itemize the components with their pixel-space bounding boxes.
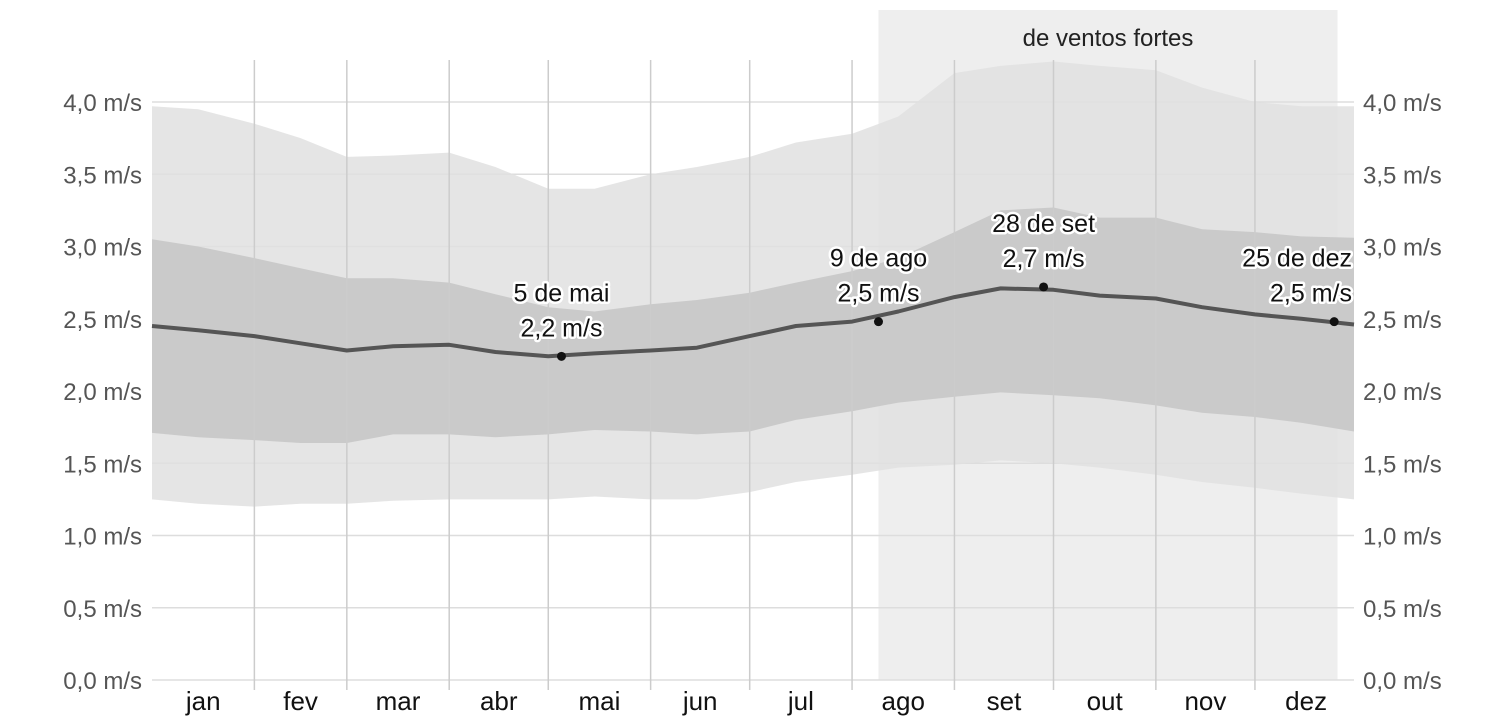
x-tick-label: mai <box>578 686 620 716</box>
y-tick-label-left: 1,0 m/s <box>63 524 142 551</box>
annotation-points <box>556 282 1339 361</box>
y-tick-label-right: 1,0 m/s <box>1363 524 1442 551</box>
mean-line <box>151 286 1355 359</box>
x-tick-label: jan <box>185 686 221 716</box>
y-tick-label-left: 0,5 m/s <box>63 596 142 623</box>
y-tick-label-right: 2,5 m/s <box>1363 307 1442 334</box>
annotation-point <box>1039 282 1049 292</box>
y-tick-label-right: 3,5 m/s <box>1363 162 1442 189</box>
month-dividers <box>253 60 1256 690</box>
season-label: de ventos fortes <box>1023 25 1194 52</box>
wind-speed-bands <box>152 61 1354 507</box>
x-tick-label: dez <box>1285 686 1327 716</box>
y-tick-label-right: 2,0 m/s <box>1363 379 1442 406</box>
x-tick-label: nov <box>1184 686 1226 716</box>
y-tick-label-right: 3,0 m/s <box>1363 235 1442 262</box>
annotation-value: 2,7 m/s <box>1003 245 1085 273</box>
y-tick-label-left: 3,5 m/s <box>63 162 142 189</box>
x-tick-label: out <box>1087 686 1124 716</box>
annotation-date: 5 de mai <box>514 279 610 307</box>
y-tick-label-left: 4,0 m/s <box>63 90 142 117</box>
annotation-date: 25 de dez <box>1242 245 1352 273</box>
annotation-value: 2,2 m/s <box>520 314 602 342</box>
axes: 0,0 m/s 0,0 m/s 0,5 m/s 0,5 m/s 1,0 m/s 1,0 m… <box>63 90 1441 716</box>
x-tick-label: jun <box>682 686 718 716</box>
x-tick-label: fev <box>283 686 318 716</box>
y-tick-label-right: 1,5 m/s <box>1363 451 1442 478</box>
x-tick-label: abr <box>480 686 518 716</box>
annotation-point <box>1329 317 1339 327</box>
annotation-point <box>873 317 883 327</box>
y-tick-label-left: 2,0 m/s <box>63 379 142 406</box>
y-tick-label-right: 0,0 m/s <box>1363 668 1442 695</box>
y-tick-label-right: 0,5 m/s <box>1363 596 1442 623</box>
y-tick-label-left: 1,5 m/s <box>63 451 142 478</box>
annotation-value: 2,5 m/s <box>1270 280 1352 308</box>
y-tick-label-right: 4,0 m/s <box>1363 90 1442 117</box>
y-tick-label-left: 3,0 m/s <box>63 235 142 262</box>
x-tick-label: jul <box>787 686 814 716</box>
y-tick-label-left: 2,5 m/s <box>63 307 142 334</box>
y-tick-label-left: 0,0 m/s <box>63 668 142 695</box>
mean-wind-line <box>151 286 1355 359</box>
annotation-date: 28 de set <box>992 210 1095 238</box>
x-tick-label: ago <box>882 686 925 716</box>
annotation-point <box>556 351 566 361</box>
x-tick-label: set <box>987 686 1022 716</box>
annotation-date: 9 de ago <box>830 245 927 273</box>
x-tick-label: mar <box>376 686 421 716</box>
annotations: 5 de mai 2,2 m/s 9 de ago 2,5 m/s 28 de set 2… <box>511 207 1354 344</box>
annotation-value: 2,5 m/s <box>837 280 919 308</box>
